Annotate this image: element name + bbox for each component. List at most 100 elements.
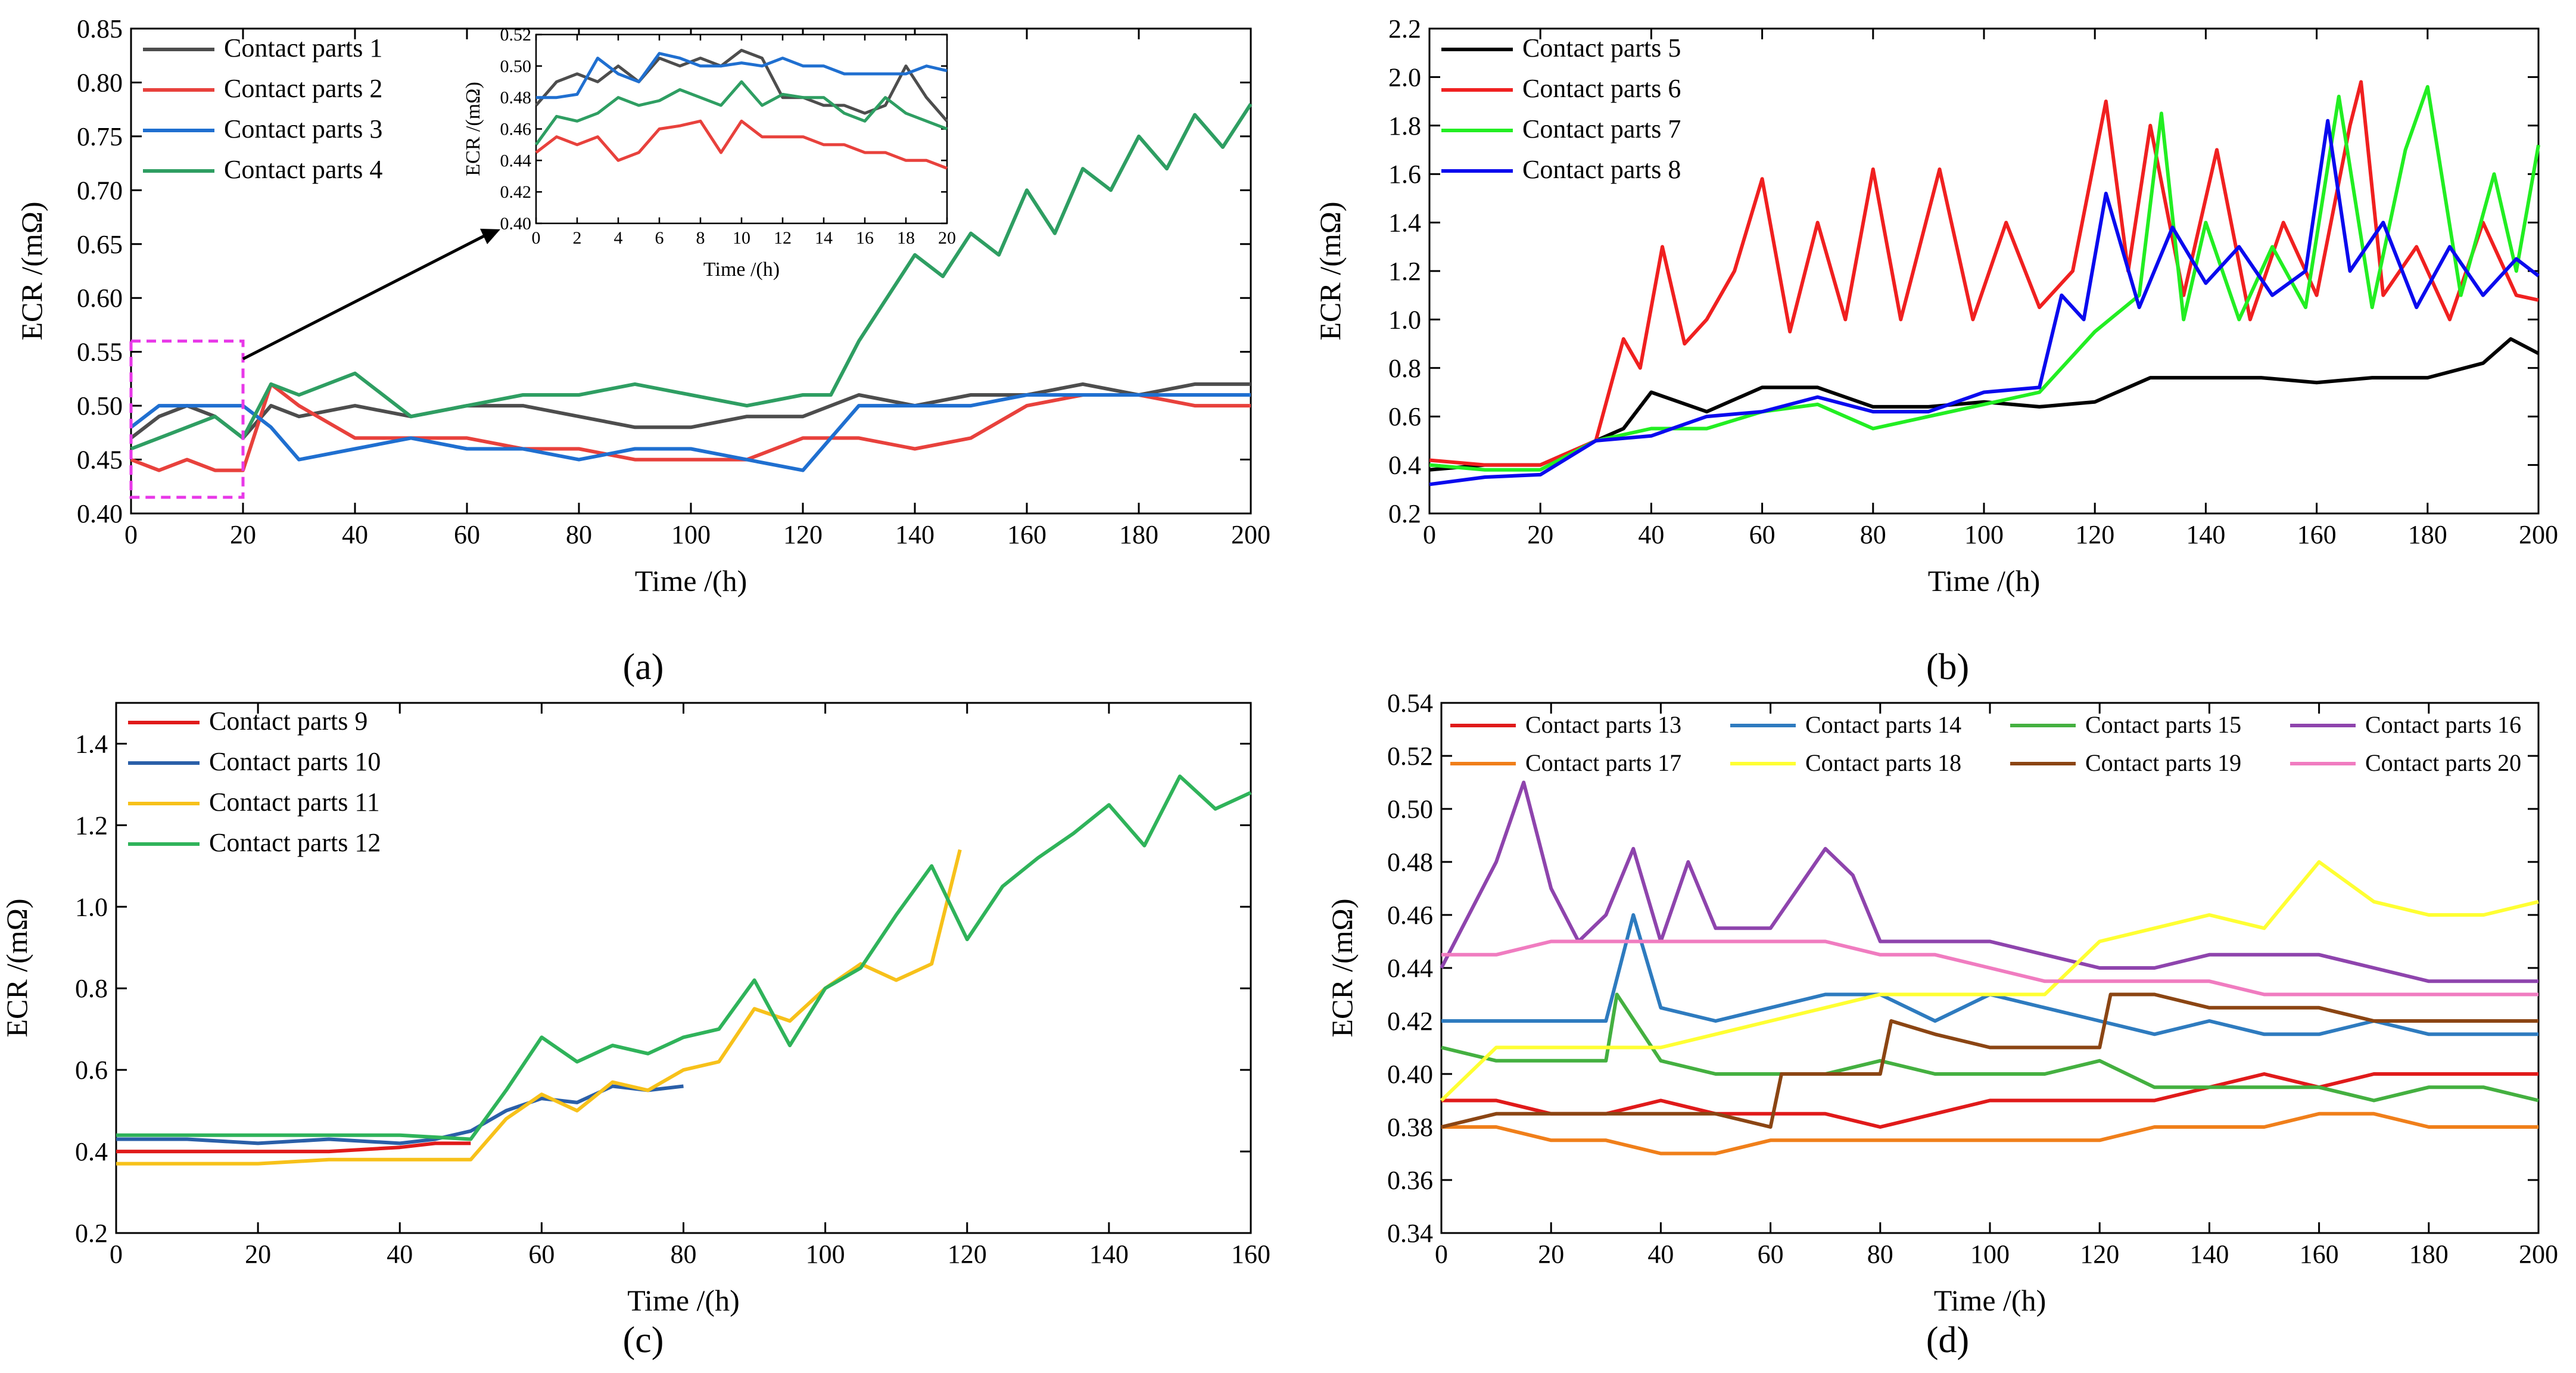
y-tick-label: 0.75 — [77, 122, 123, 151]
y-tick-label: 1.4 — [75, 729, 108, 758]
x-tick-label: 80 — [1860, 520, 1886, 549]
zoom-arrow — [242, 233, 487, 360]
plot-frame — [115, 702, 1252, 1234]
legend-label: Contact parts 14 — [1805, 711, 1961, 738]
y-tick-label: 0.8 — [75, 974, 108, 1003]
x-tick-label: 200 — [1231, 520, 1270, 549]
y-tick-label: 1.6 — [1388, 160, 1421, 189]
inset-x-tick-label: 4 — [614, 228, 623, 248]
legend-label: Contact parts 9 — [209, 706, 367, 736]
panel-label: (b) — [1926, 647, 1969, 687]
x-tick-label: 140 — [2189, 1240, 2229, 1269]
x-tick-label: 100 — [671, 520, 711, 549]
x-tick-label: 100 — [1970, 1240, 2010, 1269]
x-tick-label: 200 — [2519, 1240, 2558, 1269]
series-line-3 — [116, 849, 962, 1166]
x-tick-label: 40 — [1638, 520, 1664, 549]
inset-y-tick-label: 0.52 — [500, 25, 532, 45]
x-tick-label: 100 — [1964, 520, 2004, 549]
y-tick-label: 0.55 — [77, 338, 123, 367]
inset-x-tick-label: 0 — [532, 228, 541, 248]
panel-label: (c) — [623, 1320, 664, 1360]
legend-label: Contact parts 18 — [1805, 749, 1961, 776]
series-line-4 — [130, 102, 1253, 451]
y-tick-label: 0.2 — [75, 1219, 108, 1248]
x-axis-label: Time /(h) — [627, 1284, 739, 1317]
zoom-region-box — [129, 340, 245, 499]
x-tick-label: 100 — [806, 1240, 845, 1269]
y-tick-label: 0.8 — [1388, 354, 1421, 383]
inset-y-tick-label: 0.42 — [500, 182, 532, 202]
y-tick-label: 0.40 — [1387, 1060, 1433, 1089]
y-tick-label: 0.4 — [1388, 451, 1421, 480]
inset-x-tick-label: 8 — [696, 228, 705, 248]
series-line-3 — [1441, 992, 2539, 1103]
x-tick-label: 120 — [2080, 1240, 2119, 1269]
chart-panel-d: 0 20 40 60 80 100 120 140 160 180 200 0.34 0.36 0.38 0… — [1325, 689, 2558, 1360]
x-tick-label: 20 — [245, 1240, 271, 1269]
legend-label: Contact parts 17 — [1525, 749, 1681, 776]
inset-x-tick-label: 14 — [815, 228, 833, 248]
y-tick-label: 0.2 — [1388, 499, 1421, 528]
x-tick-label: 40 — [1647, 1240, 1674, 1269]
y-tick-label: 0.54 — [1387, 689, 1433, 718]
legend-label: Contact parts 16 — [2365, 711, 2521, 738]
inset-y-tick-label: 0.40 — [500, 214, 532, 233]
x-tick-label: 60 — [528, 1240, 555, 1269]
y-tick-label: 1.8 — [1388, 111, 1421, 141]
y-tick-label: 0.70 — [77, 176, 123, 205]
y-tick-label: 0.80 — [77, 68, 123, 97]
series-line-1 — [1429, 337, 2540, 472]
x-tick-label: 80 — [1867, 1240, 1893, 1269]
y-tick-label: 1.0 — [1388, 305, 1421, 334]
inset-series-line-4 — [534, 80, 948, 146]
x-tick-label: 0 — [1435, 1240, 1448, 1269]
chart-panel-c: 0 20 40 60 80 100 120 140 160 0.2 0.4 0.6 0.8 1.0 1.2 1… — [0, 702, 1270, 1360]
y-tick-label: 0.85 — [77, 14, 123, 43]
x-tick-label: 60 — [1749, 520, 1776, 549]
legend-label: Contact parts 5 — [1522, 33, 1681, 63]
x-tick-label: 180 — [2409, 1240, 2449, 1269]
legend-label: Contact parts 7 — [1522, 114, 1681, 144]
y-tick-label: 1.4 — [1388, 208, 1421, 238]
series-line-8 — [1441, 939, 2538, 997]
series-line-4 — [1440, 780, 2538, 983]
inset-y-tick-label: 0.46 — [500, 120, 532, 139]
x-tick-label: 180 — [1119, 520, 1158, 549]
y-tick-label: 2.0 — [1388, 63, 1421, 92]
zoom-arrow-head — [480, 229, 500, 244]
x-tick-label: 160 — [2300, 1240, 2339, 1269]
series-line-1 — [130, 382, 1251, 440]
inset-y-tick-label: 0.44 — [500, 151, 532, 170]
x-tick-label: 0 — [110, 1240, 123, 1269]
y-tick-label: 0.40 — [77, 499, 123, 528]
x-tick-label: 160 — [1231, 1240, 1270, 1269]
legend-label: Contact parts 12 — [209, 828, 381, 857]
legend-label: Contact parts 1 — [224, 33, 382, 63]
y-tick-label: 0.45 — [77, 446, 123, 475]
y-axis-label: ECR /(mΩ) — [0, 899, 33, 1038]
legend-label: Contact parts 20 — [2365, 749, 2521, 776]
inset-background — [536, 35, 947, 223]
inset-x-tick-label: 2 — [573, 228, 582, 248]
legend-label: Contact parts 19 — [2085, 749, 2241, 776]
x-tick-label: 80 — [671, 1240, 697, 1269]
inset-x-tick-label: 20 — [938, 228, 956, 248]
legend-label: Contact parts 10 — [209, 747, 381, 776]
chart-panel-b: 0 20 40 60 80 100 120 140 160 180 200 0.2 0.4 0.6 0.8 1… — [1313, 14, 2558, 687]
x-tick-label: 120 — [783, 520, 823, 549]
inset-x-tick-label: 12 — [774, 228, 792, 248]
x-axis-label: Time /(h) — [635, 564, 747, 597]
legend-label: Contact parts 3 — [224, 114, 382, 144]
series-line-1 — [116, 1141, 471, 1154]
y-tick-label: 0.42 — [1387, 1007, 1433, 1036]
inset-series-line-3 — [536, 52, 948, 99]
y-tick-label: 0.34 — [1387, 1219, 1433, 1248]
y-axis-label: ECR /(mΩ) — [15, 202, 48, 341]
y-tick-label: 0.50 — [77, 391, 123, 421]
series-line-7 — [1441, 992, 2538, 1129]
y-tick-label: 1.2 — [1388, 257, 1421, 286]
y-tick-label: 0.46 — [1387, 901, 1433, 930]
x-tick-label: 40 — [387, 1240, 413, 1269]
inset-x-axis-label: Time /(h) — [703, 259, 780, 281]
